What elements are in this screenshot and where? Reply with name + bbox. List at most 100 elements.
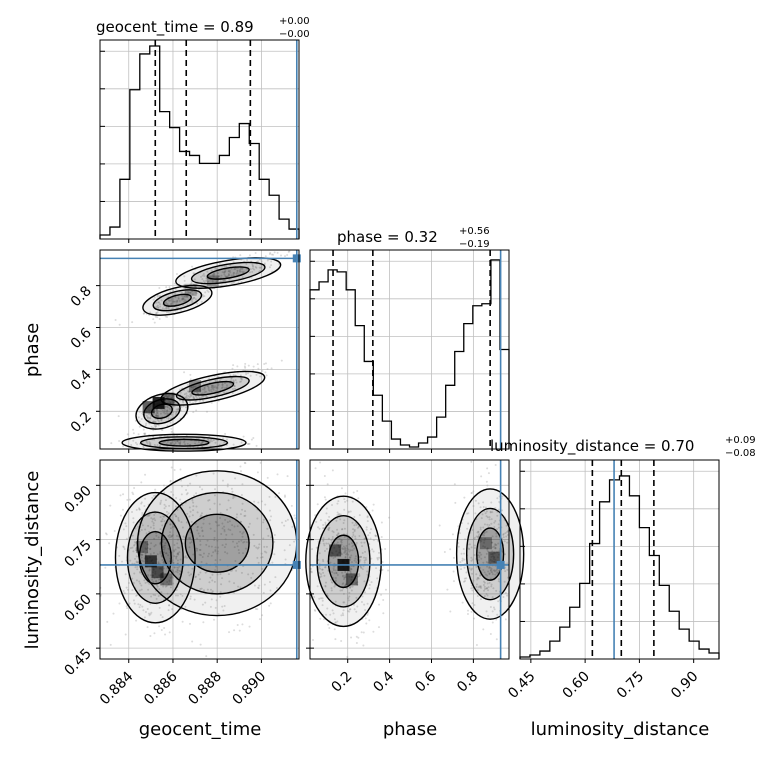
scatter-point	[118, 323, 121, 326]
scatter-point	[354, 537, 357, 540]
scatter-point	[199, 543, 202, 546]
scatter-point	[213, 530, 216, 533]
scatter-point	[169, 531, 172, 534]
scatter-point	[337, 532, 340, 535]
scatter-point	[210, 384, 213, 387]
scatter-point	[128, 602, 131, 605]
scatter-point	[124, 522, 127, 525]
title-geocent-time: geocent_time = 0.89 +0.00 −0.00	[96, 16, 310, 40]
scatter-point	[122, 528, 125, 531]
scatter-point	[133, 544, 136, 547]
scatter-point	[172, 405, 175, 408]
scatter-point	[376, 558, 379, 561]
scatter-point	[177, 546, 180, 549]
scatter-point	[184, 299, 187, 302]
scatter-point	[142, 428, 145, 431]
scatter-point	[164, 585, 167, 588]
scatter-point	[274, 576, 277, 579]
scatter-point	[174, 441, 177, 444]
scatter-point	[208, 499, 211, 502]
scatter-point	[382, 599, 385, 602]
title-geocent-time-text: geocent_time = 0.89	[96, 18, 254, 37]
scatter-point	[179, 498, 182, 501]
scatter-point	[263, 583, 266, 586]
svg-text:geocent_time = 0.89: geocent_time = 0.89	[96, 18, 254, 37]
scatter-point	[202, 621, 205, 624]
scatter-point	[324, 585, 327, 588]
scatter-point	[192, 396, 195, 399]
scatter-point	[224, 432, 227, 435]
scatter-point	[145, 548, 148, 551]
scatter-point	[363, 541, 366, 544]
scatter-point	[375, 534, 378, 537]
scatter-point	[254, 608, 257, 611]
scatter-point	[335, 572, 338, 575]
scatter-point	[188, 622, 191, 625]
scatter-point	[221, 522, 224, 525]
scatter-point	[348, 595, 351, 598]
scatter-point	[228, 631, 231, 634]
scatter-point	[205, 395, 208, 398]
scatter-point	[380, 535, 383, 538]
scatter-point	[142, 445, 145, 448]
scatter-point	[127, 581, 130, 584]
scatter-point	[188, 401, 191, 404]
scatter-point	[141, 524, 144, 527]
scatter-point	[245, 541, 248, 544]
scatter-point	[154, 414, 157, 417]
scatter-point	[141, 513, 144, 516]
scatter-point	[165, 303, 168, 306]
scatter-point	[135, 594, 138, 597]
scatter-point	[171, 575, 174, 578]
scatter-point	[330, 587, 333, 590]
scatter-point	[172, 561, 175, 564]
scatter-point	[190, 386, 193, 389]
scatter-point	[341, 589, 344, 592]
scatter-point	[189, 597, 192, 600]
scatter-point	[336, 514, 339, 517]
scatter-point	[155, 424, 158, 427]
scatter-point	[331, 581, 334, 584]
scatter-point	[141, 605, 144, 608]
scatter-point	[199, 565, 202, 568]
scatter-point	[139, 582, 142, 585]
scatter-point	[258, 618, 261, 621]
scatter-point	[209, 576, 212, 579]
scatter-point	[284, 519, 287, 522]
scatter-point	[321, 527, 324, 530]
scatter-point	[136, 443, 139, 446]
scatter-point	[316, 585, 319, 588]
scatter-point	[349, 586, 352, 589]
scatter-point	[237, 585, 240, 588]
scatter-point	[257, 586, 260, 589]
scatter-point	[201, 392, 204, 395]
scatter-point	[175, 411, 178, 414]
scatter-point	[215, 599, 218, 602]
scatter-point	[181, 620, 184, 623]
scatter-point	[340, 539, 343, 542]
scatter-point	[274, 496, 277, 499]
y-tick-label: 0.60	[61, 591, 94, 624]
scatter-point	[363, 580, 366, 583]
scatter-point	[152, 551, 155, 554]
scatter-point	[229, 271, 232, 274]
scatter-point	[206, 385, 209, 388]
scatter-point	[348, 556, 351, 559]
scatter-point	[212, 273, 215, 276]
scatter-point	[260, 552, 263, 555]
scatter-point	[168, 407, 171, 410]
scatter-point	[161, 616, 164, 619]
scatter-point	[121, 560, 124, 563]
scatter-point	[344, 576, 347, 579]
scatter-point	[213, 618, 216, 621]
scatter-point	[177, 518, 180, 521]
scatter-point	[191, 567, 194, 570]
scatter-point	[350, 568, 353, 571]
scatter-point	[332, 531, 335, 534]
scatter-point	[377, 626, 380, 629]
scatter-point	[152, 435, 155, 438]
scatter-point	[189, 542, 192, 545]
scatter-point	[172, 571, 175, 574]
scatter-point	[350, 578, 353, 581]
scatter-point	[131, 321, 134, 324]
